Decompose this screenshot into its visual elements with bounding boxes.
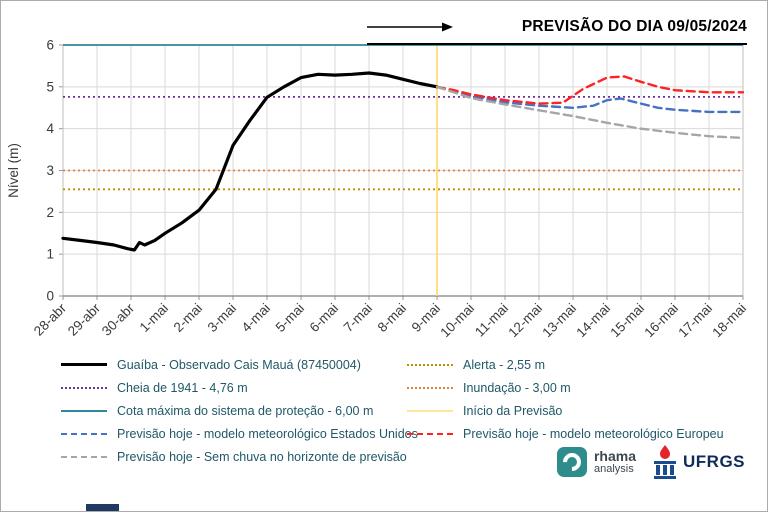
legend-label: Inundação - 3,00 m xyxy=(463,380,571,395)
legend-column-left: Guaíba - Observado Cais Mauá (87450004) C… xyxy=(61,353,418,468)
legend-label: Início da Previsão xyxy=(463,403,563,418)
legend-swatch xyxy=(407,432,453,435)
y-tick-label: 5 xyxy=(46,79,54,94)
x-tick-label: 14-mai xyxy=(573,301,613,341)
rhama-logo-text: rhama analysis xyxy=(594,449,636,475)
legend-item: Previsão hoje - modelo meteorológico Eur… xyxy=(407,422,761,445)
legend-label: Previsão hoje - modelo meteorológico Eur… xyxy=(463,426,724,441)
legend-swatch xyxy=(407,409,453,412)
ufrgs-logo-icon xyxy=(654,445,676,479)
x-tick-label: 28-abr xyxy=(31,300,70,339)
legend-label: Cota máxima do sistema de proteção - 6,0… xyxy=(117,403,374,418)
y-tick-label: 2 xyxy=(46,205,54,220)
rhama-name: rhama xyxy=(593,447,636,464)
legend-column-right: Alerta - 2,55 m Inundação - 3,00 m Início … xyxy=(407,353,761,468)
x-tick-label: 12-mai xyxy=(505,301,545,341)
x-tick-label: 15-mai xyxy=(607,301,647,341)
legend-swatch xyxy=(61,386,107,389)
legend-item: Cota máxima do sistema de proteção - 6,0… xyxy=(61,399,407,422)
x-tick-label: 6-mai xyxy=(307,301,341,335)
legend-swatch xyxy=(61,455,107,458)
bottom-bar-fragment xyxy=(86,504,119,511)
legend-item: Cheia de 1941 - 4,76 m xyxy=(61,376,407,399)
series-line xyxy=(435,75,745,105)
legend-label: Cheia de 1941 - 4,76 m xyxy=(117,380,248,395)
x-tick-label: 29-abr xyxy=(65,300,104,339)
y-tick-label: 4 xyxy=(46,121,54,136)
legend-swatch xyxy=(61,432,107,435)
legend-label: Guaíba - Observado Cais Mauá (87450004) xyxy=(117,357,361,372)
x-tick-label: 13-mai xyxy=(539,301,579,341)
legend-item: Previsão hoje - Sem chuva no horizonte d… xyxy=(61,445,407,468)
x-tick-label: 7-mai xyxy=(341,301,375,335)
series-line xyxy=(435,85,745,140)
x-tick-label: 3-mai xyxy=(205,301,239,335)
chart-title: PREVISÃO DO DIA 09/05/2024 xyxy=(521,17,747,35)
rhama-logo-icon xyxy=(556,447,587,477)
legend-item: Guaíba - Observado Cais Mauá (87450004) xyxy=(61,353,407,376)
y-tick-label: 1 xyxy=(46,247,54,262)
series-line xyxy=(435,85,745,114)
y-axis-title: Nível (m) xyxy=(6,143,21,198)
y-tick-label: 6 xyxy=(46,38,54,53)
rhama-arc-glyph xyxy=(559,449,585,475)
rhama-logo: rhama analysis xyxy=(556,447,636,477)
x-tick-label: 18-mai xyxy=(709,301,749,341)
y-tick-label: 3 xyxy=(46,163,54,178)
rhama-subtitle: analysis xyxy=(593,462,634,475)
legend-swatch xyxy=(61,363,107,366)
x-tick-label: 10-mai xyxy=(437,301,477,341)
legend: Guaíba - Observado Cais Mauá (87450004) C… xyxy=(61,353,761,468)
legend-label: Previsão hoje - Sem chuva no horizonte d… xyxy=(117,449,407,464)
x-tick-label: 30-abr xyxy=(99,300,138,339)
legend-item: Alerta - 2,55 m xyxy=(407,353,761,376)
x-tick-label: 16-mai xyxy=(641,301,681,341)
chart-title-bar: PREVISÃO DO DIA 09/05/2024 xyxy=(367,10,747,45)
legend-label: Alerta - 2,55 m xyxy=(463,357,545,372)
legend-swatch xyxy=(407,363,453,366)
x-tick-label: 8-mai xyxy=(375,301,409,335)
legend-swatch xyxy=(61,409,107,412)
series-line xyxy=(61,71,439,252)
y-tick-label: 0 xyxy=(46,289,54,304)
x-tick-label: 11-mai xyxy=(472,301,511,340)
logos: rhama analysis UFRGS xyxy=(556,445,745,479)
x-tick-label: 1-mai xyxy=(137,301,171,335)
legend-label: Previsão hoje - modelo meteorológico Est… xyxy=(117,426,418,441)
x-tick-label: 5-mai xyxy=(273,301,307,335)
legend-item: Previsão hoje - modelo meteorológico Est… xyxy=(61,422,418,445)
x-tick-label: 4-mai xyxy=(239,301,273,335)
legend-item: Início da Previsão xyxy=(407,399,761,422)
ufrgs-logo: UFRGS xyxy=(652,445,745,479)
ufrgs-name: UFRGS xyxy=(683,452,745,471)
legend-swatch xyxy=(407,386,453,389)
legend-item: Inundação - 3,00 m xyxy=(407,376,761,399)
arrow-icon xyxy=(367,22,453,31)
x-tick-label: 2-mai xyxy=(171,301,205,335)
x-tick-label: 17-mai xyxy=(675,301,715,341)
